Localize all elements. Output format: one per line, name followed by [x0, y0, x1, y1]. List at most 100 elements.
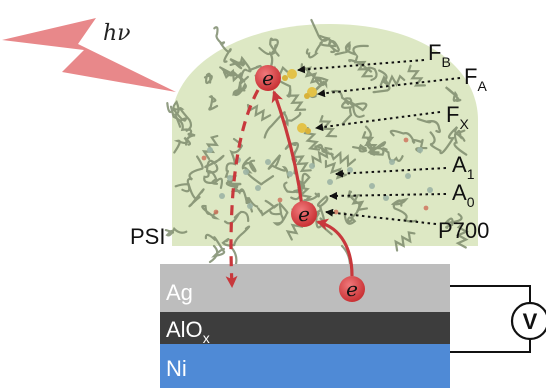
chlorophyll-cluster-icon — [207, 147, 433, 209]
alox-label: AlOx — [166, 317, 210, 346]
protein-ribbon — [372, 69, 391, 94]
p700-label: P700 — [438, 218, 489, 243]
protein-ribbon — [173, 136, 192, 154]
protein-ribbon — [244, 166, 275, 186]
voltmeter-label: V — [523, 309, 538, 334]
injection-arrow — [316, 218, 354, 277]
protein-ribbon — [213, 26, 232, 63]
protein-ribbon — [416, 117, 441, 134]
electron-substrate: e — [339, 276, 365, 302]
substrate-stack — [160, 264, 450, 388]
protein-ribbon — [429, 126, 466, 155]
protein-ribbon — [314, 143, 334, 156]
p700-leader — [325, 208, 437, 225]
protein-helix — [361, 131, 380, 154]
protein-ribbon — [247, 197, 279, 217]
protein-helix — [318, 115, 338, 138]
protein-ribbon — [203, 164, 224, 189]
a0-label-sub: 0 — [467, 194, 475, 210]
fx-label: FX — [446, 102, 469, 132]
protein-ribbon — [269, 37, 280, 57]
protein-ribbon — [166, 102, 187, 122]
protein-ribbon — [201, 204, 221, 220]
electron-p700-label: e — [298, 202, 310, 226]
protein-helix — [379, 74, 406, 88]
alox-label-main: AlO — [166, 317, 203, 342]
ni-layer — [160, 344, 450, 388]
protein-helix — [324, 159, 347, 180]
transfer-arrow — [271, 90, 304, 207]
voltmeter-icon — [510, 301, 546, 341]
a1-label-sub: 1 — [467, 166, 475, 182]
light-bolt-icon — [2, 18, 176, 92]
fa-label-sub: A — [477, 78, 487, 94]
ag-layer — [160, 264, 450, 312]
fa-cofactor-icon — [304, 87, 317, 99]
protein-ribbon — [310, 18, 331, 42]
a0-label-main: A — [452, 180, 467, 205]
protein-ribbon — [174, 183, 205, 208]
fb-cofactor-icon — [282, 69, 297, 81]
protein-ribbon — [267, 154, 290, 179]
protein-ribbon — [208, 95, 219, 111]
protein-ribbon — [322, 37, 340, 54]
protein-ribbon — [263, 111, 302, 139]
fa-label-main: F — [464, 64, 477, 89]
a0-label: A0 — [452, 180, 475, 210]
protein-ribbon — [331, 89, 368, 119]
protein-helix — [455, 222, 469, 249]
protein-helix — [287, 89, 307, 111]
alox-layer — [160, 312, 450, 344]
protein-helix — [394, 231, 416, 252]
protein-ribbon — [229, 58, 246, 70]
ni-label: Ni — [166, 356, 187, 381]
electron-paths — [225, 89, 354, 288]
protein-helix — [347, 190, 368, 212]
circuit-wires — [450, 285, 531, 353]
fx-label-main: F — [446, 102, 459, 127]
fb-label: FB — [428, 40, 451, 70]
fx-label-sub: X — [459, 116, 469, 132]
protein-helix — [311, 146, 333, 168]
protein-tendril — [208, 244, 219, 264]
protein-ribbon — [334, 41, 369, 57]
p700-label-main: P700 — [438, 218, 489, 243]
electron-p700: e — [291, 201, 317, 227]
a1-label-main: A — [452, 152, 467, 177]
protein-helix — [222, 68, 249, 86]
protein-ribbon — [307, 80, 328, 99]
protein-ribbon — [352, 143, 368, 153]
ag-label: Ag — [166, 280, 193, 305]
fx-cofactor-icon — [297, 123, 311, 134]
protein-ribbon — [234, 188, 254, 213]
protein-ribbon — [241, 156, 257, 173]
protein-helix — [353, 55, 373, 78]
electron-substrate-label: e — [346, 277, 358, 301]
electron-top: e — [255, 65, 281, 91]
a1-label: A1 — [452, 152, 475, 182]
protein-ribbon — [305, 37, 337, 59]
fx-leader — [315, 111, 441, 132]
fa-label: FA — [464, 64, 487, 94]
alox-label-sub: x — [203, 330, 210, 346]
protein-helix — [407, 64, 426, 87]
protein-ribbon — [203, 72, 213, 85]
protein-helix — [330, 150, 357, 168]
protein-ribbon — [204, 154, 225, 185]
a0-leader — [329, 191, 447, 200]
protein-ribbon — [443, 213, 463, 229]
protein-ribbon — [341, 97, 355, 125]
protein-ribbon — [164, 226, 188, 237]
protein-helix — [201, 134, 219, 160]
a1-leader — [335, 167, 447, 178]
light-label: hν — [103, 21, 131, 46]
protein-ribbon — [169, 105, 196, 146]
pigment-highlight-icon — [201, 137, 429, 215]
fb-label-main: F — [428, 40, 441, 65]
psi-label: PSI — [130, 224, 165, 249]
protein-helix — [303, 127, 321, 151]
fb-label-sub: B — [441, 54, 450, 70]
return-arrow — [225, 89, 260, 288]
electron-top-label: e — [262, 66, 274, 90]
